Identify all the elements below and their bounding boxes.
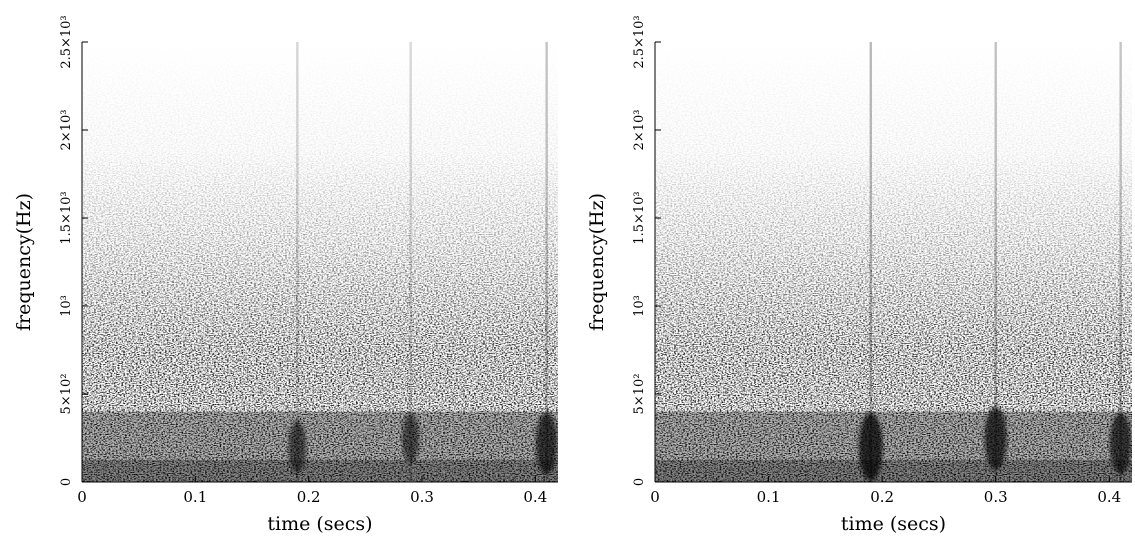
y-tick-label: 1.5×10³ xyxy=(632,191,647,244)
x-tick-label: 0.4 xyxy=(1097,488,1121,506)
x-tick-label: 0.4 xyxy=(523,488,547,506)
event-streak xyxy=(296,42,299,482)
event-streak xyxy=(869,42,872,482)
spectrogram-panel-left: 0 0.1 0.2 0.3 0.4 0 5×10² 10³ 1.5×10³ 2×10³ 2.5×10… xyxy=(13,15,558,535)
y-tick-label: 2×10³ xyxy=(632,110,647,151)
y-axis-label: frequency(Hz) xyxy=(13,193,35,331)
event-streak xyxy=(409,42,412,482)
x-tick-label: 0.1 xyxy=(183,488,207,506)
spectrogram-panel-right: 0 0.1 0.2 0.3 0.4 0 5×10² 10³ 1.5×10³ 2×10³ 2.5×10… xyxy=(586,15,1132,535)
x-tick-label: 0 xyxy=(77,488,87,506)
lowest-frequency-band xyxy=(655,460,1132,482)
low-frequency-band xyxy=(655,411,1132,482)
x-tick-label: 0.1 xyxy=(757,488,781,506)
event-blob xyxy=(984,406,1007,470)
event-streak xyxy=(1119,42,1122,482)
y-tick-label: 5×10² xyxy=(632,374,647,415)
x-tick-label: 0 xyxy=(650,488,660,506)
event-blob xyxy=(1109,412,1132,475)
event-streak xyxy=(545,42,548,482)
x-tick-label: 0.3 xyxy=(410,488,434,506)
y-tick-label: 10³ xyxy=(59,295,74,317)
x-tick-label: 0.3 xyxy=(984,488,1008,506)
event-blob xyxy=(288,420,307,473)
x-axis-label: time (secs) xyxy=(841,513,946,535)
y-tick-label: 5×10² xyxy=(59,374,74,415)
x-axis-label: time (secs) xyxy=(267,513,372,535)
event-blob xyxy=(535,412,558,475)
x-tick-label: 0.2 xyxy=(870,488,894,506)
event-streak xyxy=(994,42,997,482)
y-tick-label: 1.5×10³ xyxy=(59,191,74,244)
event-blob xyxy=(401,412,420,464)
y-tick-label: 2×10³ xyxy=(59,110,74,151)
event-blob xyxy=(858,412,883,481)
y-tick-label: 0 xyxy=(59,478,74,486)
y-tick-label: 2.5×10³ xyxy=(59,15,74,68)
spectrogram-image xyxy=(655,42,1132,482)
low-frequency-band xyxy=(82,411,558,482)
x-tick-label: 0.2 xyxy=(297,488,321,506)
lowest-frequency-band xyxy=(82,460,558,482)
y-tick-label: 10³ xyxy=(632,295,647,317)
y-axis-label: frequency(Hz) xyxy=(586,193,608,331)
y-tick-label: 2.5×10³ xyxy=(632,15,647,68)
spectrogram-image xyxy=(82,42,558,482)
y-tick-label: 0 xyxy=(632,478,647,486)
